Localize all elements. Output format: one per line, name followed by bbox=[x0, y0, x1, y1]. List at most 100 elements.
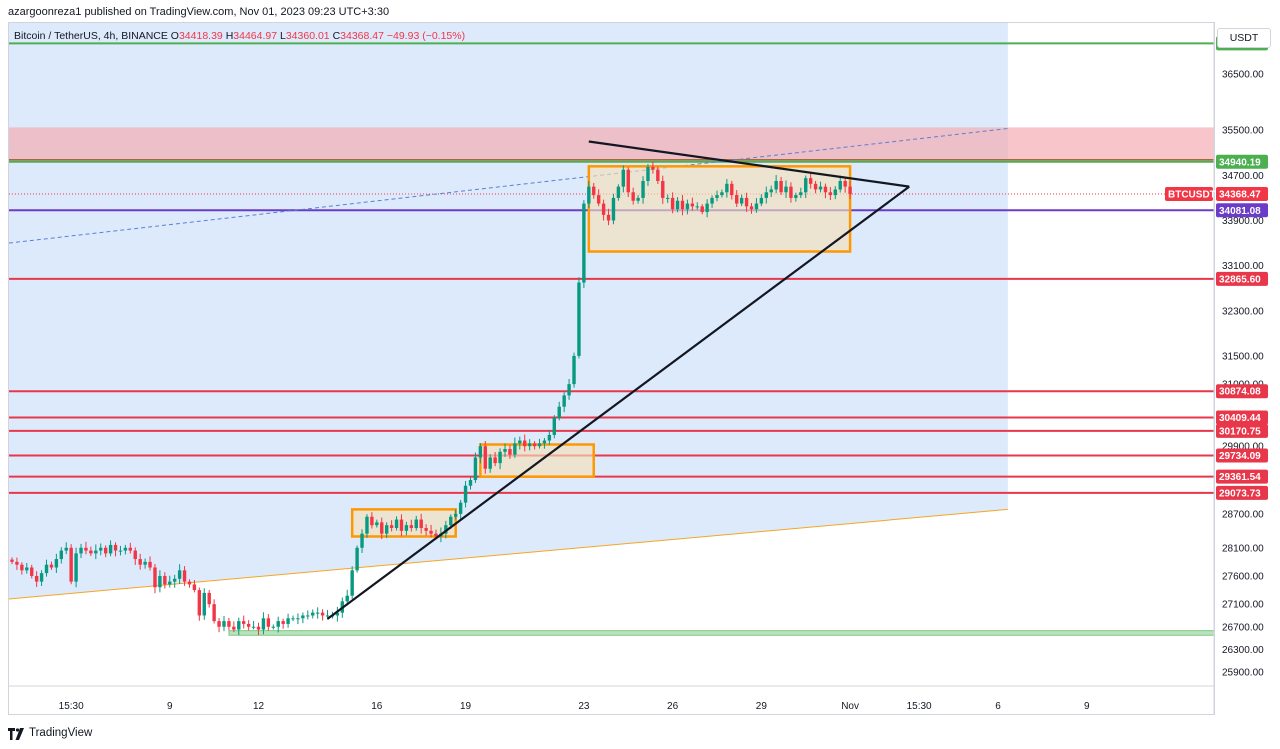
symbol-price-tag-bg bbox=[1165, 187, 1213, 202]
price-axis[interactable]: 36500.00 35500.00 34700.00 33900.00 33100.00… bbox=[1213, 23, 1264, 714]
symbol-legend[interactable]: Bitcoin / TetherUS, 4h, BINANCE O34418.3… bbox=[14, 30, 465, 42]
y-tick-label: 26700.00 bbox=[1222, 622, 1264, 633]
candle-body bbox=[670, 197, 675, 210]
tradingview-logo-icon bbox=[8, 728, 24, 740]
chart-pane[interactable] bbox=[9, 23, 1214, 636]
candle-body bbox=[419, 519, 423, 529]
candle-body bbox=[256, 626, 261, 630]
candle-body bbox=[172, 578, 177, 582]
candle-body bbox=[197, 590, 202, 616]
candle-body bbox=[286, 618, 290, 624]
candle-body bbox=[759, 197, 764, 204]
trendline-triangle-base bbox=[326, 185, 910, 620]
candle-body bbox=[606, 214, 611, 221]
candle-body bbox=[725, 183, 729, 193]
candle-body bbox=[10, 559, 14, 562]
candle-body bbox=[661, 180, 665, 198]
symbol-price-tag: BTCUSDT bbox=[1165, 187, 1216, 202]
close-label: C bbox=[332, 30, 341, 42]
candle-body bbox=[207, 592, 211, 605]
candle-body bbox=[828, 192, 833, 196]
trendline-triangle-top bbox=[588, 140, 910, 188]
candle-body bbox=[25, 567, 29, 571]
candle-body bbox=[84, 547, 88, 551]
candle-body bbox=[675, 200, 680, 210]
y-tick-label: 33900.00 bbox=[1222, 216, 1264, 227]
candle-body bbox=[138, 559, 142, 565]
last-price-label-bg bbox=[1216, 187, 1268, 202]
candle-body bbox=[227, 621, 231, 627]
low-value: 34360.01 bbox=[285, 30, 330, 42]
y-tick-label: 28100.00 bbox=[1222, 543, 1264, 554]
candle-body bbox=[414, 519, 418, 529]
candle-body bbox=[375, 522, 379, 526]
candle-body bbox=[34, 575, 39, 582]
candle-body bbox=[454, 513, 458, 517]
candle-body bbox=[370, 516, 374, 526]
candle-body bbox=[523, 440, 527, 447]
change-value: −49.93 (−0.15%) bbox=[386, 30, 466, 42]
x-tick-label: Nov bbox=[841, 701, 859, 712]
candle-body bbox=[163, 575, 167, 585]
currency-selector[interactable]: USDT bbox=[1217, 28, 1271, 48]
candle-body bbox=[276, 621, 280, 627]
price-chart[interactable]: 15:30 9 12 16 19 23 26 29 Nov 15:30 6 9 36500.00 355… bbox=[0, 0, 1280, 722]
candle-body bbox=[108, 544, 113, 554]
y-tick-label: 27600.00 bbox=[1222, 571, 1264, 582]
candle-body bbox=[562, 395, 566, 407]
candle-body bbox=[611, 197, 616, 221]
candle-body bbox=[232, 626, 236, 630]
candle-body bbox=[503, 449, 507, 452]
candle-body bbox=[690, 203, 695, 207]
price-label-30170.75: 30170.75 bbox=[1216, 423, 1268, 438]
price-label-34081.08-text: 34081.08 bbox=[1219, 206, 1261, 217]
candle-body bbox=[335, 612, 340, 616]
price-label-34940.19-text: 34940.19 bbox=[1219, 157, 1261, 168]
candle-body bbox=[764, 192, 768, 198]
candle-body bbox=[592, 186, 596, 196]
x-tick-label: 9 bbox=[1084, 701, 1090, 712]
candle-body bbox=[355, 547, 359, 571]
candle-body bbox=[44, 564, 49, 574]
high-value: 34464.97 bbox=[233, 30, 278, 42]
candle-body bbox=[641, 180, 645, 198]
candle-body bbox=[730, 183, 734, 196]
x-tick-label: 9 bbox=[167, 701, 173, 712]
candle-body bbox=[113, 544, 118, 551]
candle-body bbox=[596, 195, 601, 204]
candle-body bbox=[631, 192, 635, 201]
y-tick-label: 27100.00 bbox=[1222, 600, 1264, 611]
candle-body bbox=[587, 186, 591, 204]
candle-body bbox=[794, 195, 798, 198]
price-label-30874.08-text: 30874.08 bbox=[1219, 387, 1261, 398]
x-axis[interactable]: 15:30 9 12 16 19 23 26 29 Nov 15:30 6 9 bbox=[9, 685, 1214, 712]
candle-body bbox=[237, 621, 241, 630]
candle-body bbox=[572, 355, 576, 385]
price-label-30874.08: 30874.08 bbox=[1216, 384, 1268, 399]
candle-body bbox=[784, 186, 788, 193]
candle-body bbox=[813, 183, 818, 190]
y-tick-label: 31500.00 bbox=[1222, 351, 1264, 362]
candle-body bbox=[177, 570, 182, 579]
candle-body bbox=[636, 197, 640, 201]
candle-body bbox=[444, 525, 448, 534]
candle-body bbox=[222, 621, 226, 627]
high-label: H bbox=[225, 30, 234, 42]
low-label: L bbox=[280, 30, 286, 42]
price-label-34940.19-bg bbox=[1216, 154, 1268, 169]
candle-body bbox=[315, 612, 320, 614]
candle-body bbox=[168, 581, 172, 585]
candle-body bbox=[118, 550, 123, 552]
candle-body bbox=[212, 604, 216, 622]
candle-body bbox=[404, 525, 409, 531]
candle-body bbox=[311, 612, 315, 616]
candle-body bbox=[513, 443, 517, 455]
candle-body bbox=[705, 203, 709, 213]
candle-body bbox=[468, 480, 473, 486]
candle-body bbox=[626, 169, 630, 193]
price-label-30409.44-bg bbox=[1216, 410, 1268, 425]
candle-body bbox=[59, 550, 63, 560]
candle-body bbox=[700, 206, 704, 213]
candle-body bbox=[217, 621, 221, 627]
close-value: 34368.47 bbox=[340, 30, 384, 42]
